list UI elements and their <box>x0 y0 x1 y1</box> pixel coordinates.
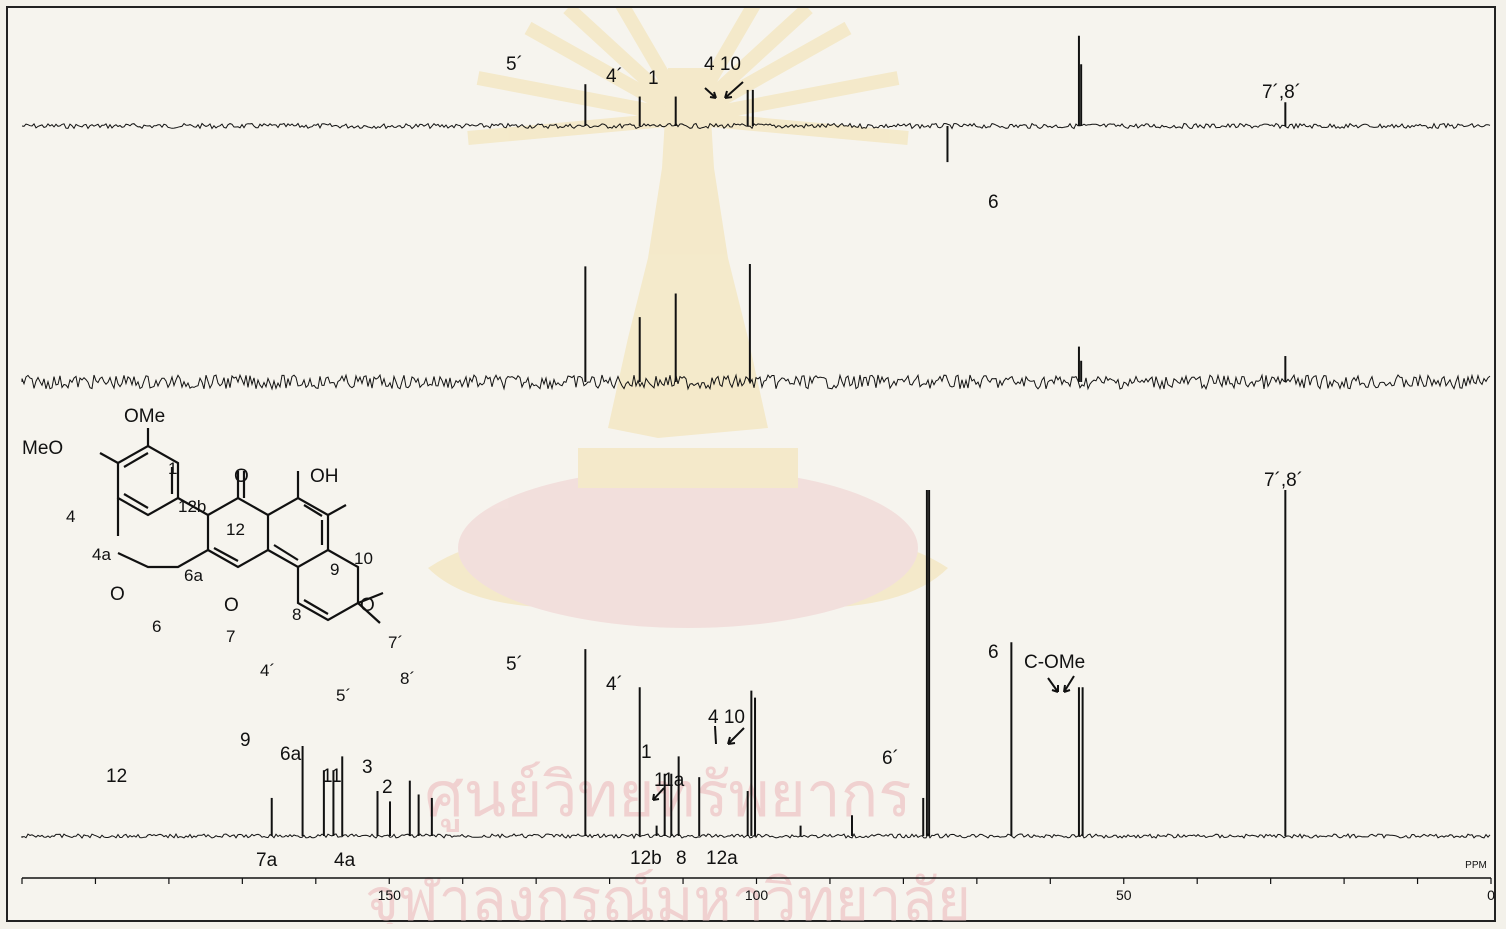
dept135-baseline <box>21 122 1491 130</box>
carbon13-peak-label: 4´ <box>606 674 623 695</box>
dept135-spectrum: 5´ 4´ 1 6 7´,8´ <box>21 35 1491 213</box>
chemical-structure <box>99 428 384 624</box>
dept135-peak-label: 1 <box>648 68 659 89</box>
arrow-c-ome-1 <box>1047 677 1059 693</box>
structure-atom-label: 12 <box>226 520 245 539</box>
structure-atom-label: 4 <box>66 507 75 526</box>
structure-atom-label: 10 <box>354 549 373 568</box>
bottom-annotations: 4 10 C-OMe 11a 12b 8 12a 7´,8´ <box>630 470 1303 869</box>
carbon13-peak-label: 3 <box>362 757 373 778</box>
carbon13-baseline <box>21 832 1491 840</box>
label-12b: 12b <box>630 848 662 869</box>
ppm-axis: 150 100 50 0 PPM <box>21 860 1495 903</box>
structure-atom-label: 4a <box>92 545 111 564</box>
dept135-peak-label: 5´ <box>506 54 523 75</box>
structure-atom-label: 9 <box>330 560 339 579</box>
structure-atom-label: 6a <box>184 566 203 585</box>
carbon13-peak-label: 6´ <box>882 748 899 769</box>
top-annotations: 4 10 <box>704 54 744 99</box>
carbon13-peak-label: 2 <box>382 777 393 798</box>
axis-tick-label: 100 <box>745 887 769 903</box>
structure-atom-label: 5´ <box>336 686 351 705</box>
dept90-spectrum <box>21 264 1491 391</box>
nmr-spectra-figure: ศูนย์วิทยทรัพยากร จุฬาลงกรณ์มหาวิทยาลัย … <box>21 0 1495 929</box>
label-bottom-78: 7´,8´ <box>1264 470 1303 491</box>
label-11a: 11a <box>654 770 685 791</box>
dept135-peak-label: 4´ <box>606 66 623 87</box>
label-12a: 12a <box>706 848 738 869</box>
carbon13-peak-label: 12 <box>106 766 127 787</box>
structure-atom-label: 12b <box>178 497 206 516</box>
structure-atom-label: O <box>224 595 239 616</box>
structure-atom-label: OH <box>310 466 339 487</box>
structure-atom-label: 7 <box>226 627 235 646</box>
carbon13-peak-label: 9 <box>240 730 251 751</box>
structure-atom-label: O <box>110 584 125 605</box>
structure-atom-label: 1 <box>168 459 177 478</box>
arrow-top-10 <box>724 81 744 99</box>
axis-tick-label: 0 <box>1487 887 1495 903</box>
carbon13-peak-label: 6a <box>280 744 302 765</box>
structure-atom-label: 8 <box>292 605 301 624</box>
dept135-peak-label: 7´,8´ <box>1262 82 1301 103</box>
arrow-c-ome-2 <box>1063 675 1075 693</box>
dept90-baseline <box>21 373 1491 391</box>
structure-atom-label: OMe <box>124 406 165 427</box>
arrow-11a <box>652 787 665 801</box>
carbon13-peak-label: 4a <box>334 850 356 871</box>
structure-atom-label: O <box>234 466 249 487</box>
carbon13-peak-label: 11 <box>322 766 342 787</box>
structure-atom-label: 6 <box>152 617 161 636</box>
axis-unit: PPM <box>1465 860 1487 871</box>
label-c-ome: C-OMe <box>1024 652 1085 673</box>
arrow-mid-4 <box>714 725 717 745</box>
structure-labels: OMe MeO 1 O OH 12b 4 12 10 4a 9 O 6a O O 6 7 8 7´ 4´ 8´ 5´ <box>22 406 415 705</box>
spectrum-frame: ศูนย์วิทยทรัพยากร จุฬาลงกรณ์มหาวิทยาลัย … <box>6 0 1496 929</box>
carbon13-spectrum: 12 9 7a 6a 11 4a 32 5´ 4´ 1 6´ 6 <box>21 490 1491 871</box>
carbon13-peak-label: 7a <box>256 850 278 871</box>
label-mid-4-10: 4 10 <box>708 707 745 728</box>
label-top-4-10: 4 10 <box>704 54 741 75</box>
dept135-peak-label: 6 <box>988 192 999 213</box>
carbon13-peak-label: 1 <box>641 742 652 763</box>
carbon13-peak-label: 5´ <box>506 654 523 675</box>
watermark-text-line2: จุฬาลงกรณ์มหาวิทยาลัย <box>365 868 971 924</box>
structure-atom-label: 7´ <box>388 633 403 652</box>
label-8: 8 <box>676 848 687 869</box>
carbon13-peak-label: 6 <box>988 642 999 663</box>
axis-tick-label: 50 <box>1116 887 1132 903</box>
structure-atom-label: 4´ <box>260 661 275 680</box>
watermark-text-line1: ศูนย์วิทยทรัพยากร <box>424 761 911 832</box>
arrow-mid-10 <box>727 727 745 745</box>
structure-atom-label: MeO <box>22 438 63 459</box>
structure-atom-label: O <box>360 595 375 616</box>
arrow-top-4 <box>704 87 717 99</box>
watermark-seal <box>428 0 948 628</box>
axis-tick-label: 150 <box>378 887 402 903</box>
structure-atom-label: 8´ <box>400 669 415 688</box>
